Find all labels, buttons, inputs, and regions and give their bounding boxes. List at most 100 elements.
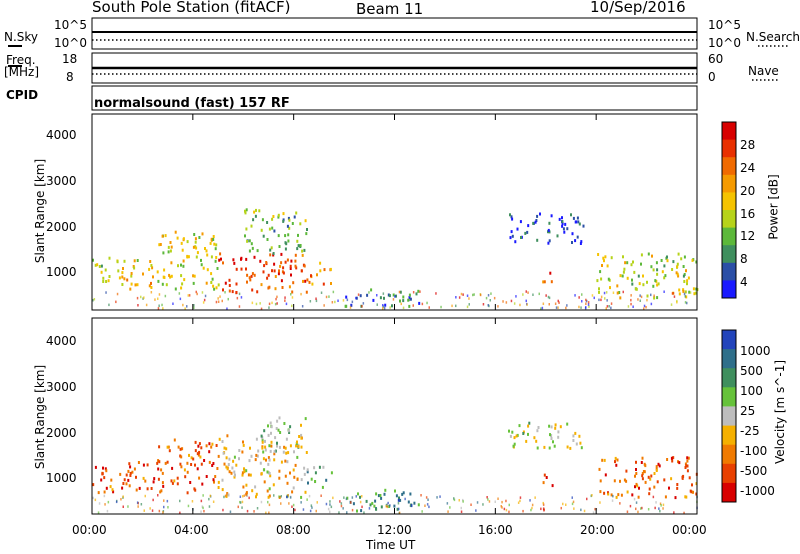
data-cell	[245, 491, 248, 495]
nave-lo: 0	[708, 70, 716, 84]
noise-cell	[273, 494, 275, 497]
data-cell	[250, 242, 253, 246]
cb1-tick-24: 24	[740, 161, 756, 175]
data-cell	[290, 259, 293, 263]
data-cell	[165, 283, 168, 287]
data-cell	[180, 263, 182, 267]
noise-cell	[221, 299, 223, 303]
noise-cell	[501, 506, 503, 509]
noise-cell	[342, 299, 345, 302]
power-colorbar	[721, 121, 737, 299]
noise-cell	[385, 505, 387, 508]
noise-cell	[237, 505, 239, 509]
noise-cell	[382, 307, 384, 310]
data-cell	[158, 445, 161, 449]
data-cell	[193, 233, 196, 236]
data-cell	[282, 219, 285, 223]
data-cell	[512, 444, 515, 448]
data-cell	[562, 227, 565, 231]
noise-cell	[332, 290, 335, 294]
data-cell	[693, 292, 696, 296]
noise-cell	[387, 501, 389, 505]
noise-cell	[140, 503, 143, 506]
data-cell	[644, 480, 647, 484]
noise-cell	[531, 503, 534, 507]
noise-cell	[162, 307, 164, 310]
data-cell	[677, 252, 680, 256]
noise-cell	[632, 305, 634, 308]
data-cell	[663, 276, 666, 280]
data-cell	[534, 220, 537, 224]
data-cell	[399, 299, 401, 303]
data-cell	[672, 456, 675, 460]
data-cell	[375, 507, 378, 511]
noise-cell	[325, 502, 328, 506]
data-cell	[254, 214, 257, 218]
data-cell	[167, 245, 170, 249]
data-cell	[684, 466, 687, 469]
data-cell	[238, 449, 241, 452]
data-cell	[278, 445, 281, 449]
data-cell	[576, 216, 579, 220]
noise-cell	[105, 291, 107, 294]
noise-cell	[327, 507, 330, 511]
noise-cell	[497, 305, 499, 308]
data-cell	[575, 220, 578, 224]
data-cell	[246, 239, 249, 243]
noise-cell	[108, 303, 110, 307]
cb2-tick-m25: -25	[740, 424, 760, 438]
noise-cell	[265, 511, 267, 515]
nsky-log-lo: 10^0	[54, 36, 87, 50]
data-cell	[233, 455, 236, 459]
data-cell	[266, 238, 269, 241]
data-cell	[261, 436, 264, 440]
xtick-0000: 00:00	[72, 523, 107, 537]
data-cell	[287, 233, 290, 237]
noise-cell	[462, 498, 464, 502]
data-cell	[261, 440, 264, 444]
noise-cell	[565, 306, 567, 310]
p2-ytick-4000: 4000	[46, 334, 77, 348]
noise-cell	[151, 509, 154, 512]
data-cell	[661, 270, 664, 274]
data-cell	[650, 474, 653, 478]
noise-cell	[340, 502, 343, 505]
noise-cell	[383, 306, 386, 310]
data-cell	[410, 504, 413, 508]
noise-cell	[673, 295, 676, 298]
data-cell	[542, 280, 545, 284]
data-cell	[111, 488, 114, 492]
data-cell	[610, 256, 613, 260]
data-cell	[130, 282, 133, 286]
noise-cell	[587, 301, 590, 304]
cb2-tick-500: 500	[740, 364, 763, 378]
data-cell	[265, 458, 267, 462]
noise-cell	[229, 510, 232, 513]
noise-cell	[583, 509, 586, 513]
noise-cell	[421, 510, 423, 513]
noise-cell	[517, 501, 520, 504]
noise-cell	[650, 302, 653, 306]
noise-cell	[540, 307, 542, 310]
data-cell	[245, 208, 248, 212]
data-cell	[291, 222, 294, 225]
data-cell	[278, 416, 281, 420]
noise-cell	[639, 299, 641, 302]
data-cell	[280, 252, 283, 256]
noise-cell	[580, 508, 582, 512]
data-cell	[295, 444, 298, 448]
velocity-colorbar	[721, 329, 737, 503]
data-cell	[295, 211, 298, 215]
noise-cell	[542, 302, 545, 305]
data-cell	[235, 282, 238, 286]
noise-cell	[162, 511, 164, 514]
noise-cell	[660, 504, 662, 507]
noise-cell	[285, 302, 288, 306]
data-cell	[300, 269, 303, 273]
data-cell	[682, 274, 685, 278]
noise-cell	[640, 507, 642, 510]
data-cell	[284, 459, 287, 463]
data-cell	[527, 432, 529, 436]
data-cell	[653, 485, 656, 489]
noise-cell	[560, 506, 562, 510]
